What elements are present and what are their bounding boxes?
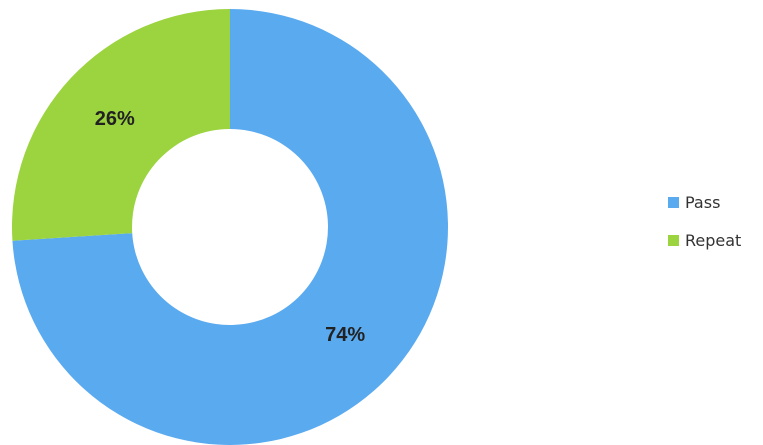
chart-legend: Pass Repeat <box>668 192 741 268</box>
legend-swatch-pass <box>668 196 679 208</box>
legend-label-repeat: Repeat <box>685 230 742 250</box>
donut-slice-pass <box>12 9 448 445</box>
legend-item-pass: Pass <box>668 192 741 212</box>
data-label-repeat: 26% <box>95 108 135 130</box>
legend-swatch-repeat <box>668 234 679 246</box>
legend-label-pass: Pass <box>685 192 721 212</box>
data-label-pass: 74% <box>325 324 365 346</box>
legend-item-repeat: Repeat <box>668 230 741 250</box>
donut-chart-svg: 74% 26% <box>11 9 448 445</box>
donut-slice-repeat <box>11 9 230 241</box>
